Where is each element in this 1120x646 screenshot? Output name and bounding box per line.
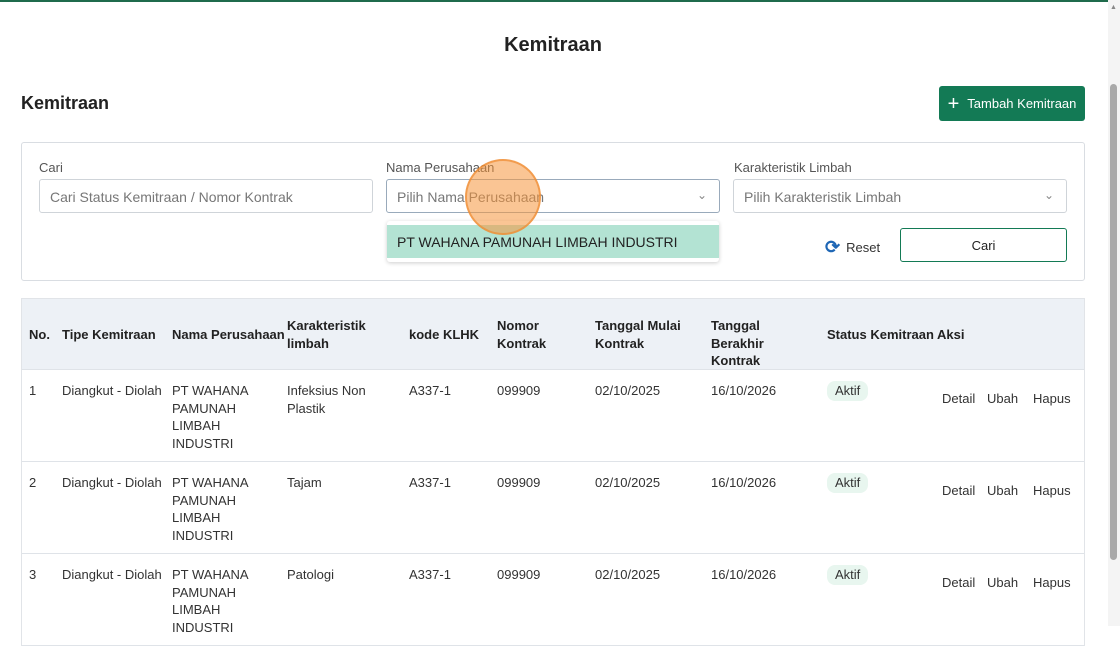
search-input[interactable]: Cari Status Kemitraan / Nomor Kontrak — [39, 179, 373, 213]
cell-contract: 099909 — [497, 383, 541, 398]
cell-type: Diangkut - Diolah — [62, 475, 162, 490]
plus-icon: + — [947, 92, 960, 115]
header-type: Tipe Kemitraan — [62, 327, 156, 342]
search-placeholder: Cari Status Kemitraan / Nomor Kontrak — [50, 189, 293, 205]
header-contract: Nomor Kontrak — [497, 318, 547, 351]
cell-type: Diangkut - Diolah — [62, 567, 162, 582]
cell-start: 02/10/2025 — [595, 475, 661, 490]
header-actions: Aksi — [937, 327, 965, 342]
header-end: Tanggal Berakhir Kontrak — [711, 318, 764, 368]
refresh-icon: ⟳ — [825, 237, 841, 257]
company-placeholder: Pilih Nama Perusahaan — [397, 189, 545, 205]
cell-no: 1 — [29, 383, 37, 398]
reset-button[interactable]: ⟳ Reset — [825, 237, 880, 258]
cell-company: PT WAHANA PAMUNAH LIMBAH INDUSTRI — [172, 383, 248, 451]
company-select[interactable]: Pilih Nama Perusahaan ⌄ — [386, 179, 720, 213]
status-badge: Aktif — [827, 381, 869, 401]
waste-select[interactable]: Pilih Karakteristik Limbah ⌄ — [733, 179, 1067, 213]
cell-klhk: A337-1 — [409, 383, 451, 398]
edit-link[interactable]: Ubah — [987, 575, 1019, 590]
page-title: Kemitraan — [504, 34, 602, 56]
reset-label: Reset — [846, 240, 881, 255]
waste-placeholder: Pilih Karakteristik Limbah — [744, 189, 902, 205]
company-label: Nama Perusahaan — [386, 160, 495, 175]
detail-link[interactable]: Detail — [942, 391, 976, 406]
search-label: Cari — [39, 160, 63, 175]
company-dropdown: PT WAHANA PAMUNAH LIMBAH INDUSTRI — [387, 221, 719, 262]
cell-start: 02/10/2025 — [595, 567, 661, 582]
header-status: Status Kemitraan — [827, 327, 934, 342]
table-header: No. Tipe Kemitraan Nama Perusahaan Karak… — [22, 299, 1084, 370]
cell-no: 2 — [29, 475, 37, 490]
detail-link[interactable]: Detail — [942, 483, 976, 498]
cell-end: 16/10/2026 — [711, 383, 777, 398]
header-start: Tanggal Mulai Kontrak — [595, 318, 681, 351]
edit-link[interactable]: Ubah — [987, 483, 1019, 498]
scrollbar[interactable]: ▲ — [1108, 0, 1120, 626]
table-row: 3 Diangkut - Diolah PT WAHANA PAMUNAH LIMB… — [22, 554, 1084, 646]
status-badge: Aktif — [827, 473, 869, 493]
header-klhk: kode KLHK — [409, 327, 480, 342]
kemitraan-table: No. Tipe Kemitraan Nama Perusahaan Karak… — [21, 298, 1085, 646]
delete-link[interactable]: Hapus — [1033, 483, 1071, 498]
cell-end: 16/10/2026 — [711, 567, 777, 582]
header-waste: Karakteristik limbah — [287, 318, 366, 351]
scrollbar-thumb[interactable] — [1110, 84, 1117, 560]
cell-end: 16/10/2026 — [711, 475, 777, 490]
add-kemitraan-button[interactable]: + Tambah Kemitraan — [939, 86, 1085, 121]
header-no: No. — [29, 327, 50, 342]
delete-link[interactable]: Hapus — [1033, 391, 1071, 406]
cell-waste: Tajam — [287, 475, 322, 490]
table-row: 1 Diangkut - Diolah PT WAHANA PAMUNAH LIMB… — [22, 370, 1084, 462]
cell-start: 02/10/2025 — [595, 383, 661, 398]
dropdown-option[interactable]: PT WAHANA PAMUNAH LIMBAH INDUSTRI — [387, 225, 719, 258]
add-button-label: Tambah Kemitraan — [967, 96, 1077, 111]
detail-link[interactable]: Detail — [942, 575, 976, 590]
header-company: Nama Perusahaan — [172, 327, 285, 342]
edit-link[interactable]: Ubah — [987, 391, 1019, 406]
cell-waste: Patologi — [287, 567, 334, 582]
cell-company: PT WAHANA PAMUNAH LIMBAH INDUSTRI — [172, 475, 248, 543]
cell-type: Diangkut - Diolah — [62, 383, 162, 398]
cell-contract: 099909 — [497, 475, 541, 490]
search-button[interactable]: Cari — [900, 228, 1067, 262]
cell-waste: Infeksius Non Plastik — [287, 383, 366, 416]
filter-card — [21, 142, 1085, 281]
top-accent-bar — [0, 0, 1120, 2]
waste-label: Karakteristik Limbah — [734, 160, 852, 175]
table-row: 2 Diangkut - Diolah PT WAHANA PAMUNAH LIMB… — [22, 462, 1084, 554]
delete-link[interactable]: Hapus — [1033, 575, 1071, 590]
chevron-down-icon: ⌄ — [696, 188, 707, 202]
section-title: Kemitraan — [21, 93, 110, 113]
cell-klhk: A337-1 — [409, 475, 451, 490]
cell-contract: 099909 — [497, 567, 541, 582]
scroll-up-icon[interactable]: ▲ — [1110, 4, 1117, 11]
status-badge: Aktif — [827, 565, 869, 585]
cell-no: 3 — [29, 567, 37, 582]
cell-klhk: A337-1 — [409, 567, 451, 582]
chevron-down-icon: ⌄ — [1043, 188, 1054, 202]
